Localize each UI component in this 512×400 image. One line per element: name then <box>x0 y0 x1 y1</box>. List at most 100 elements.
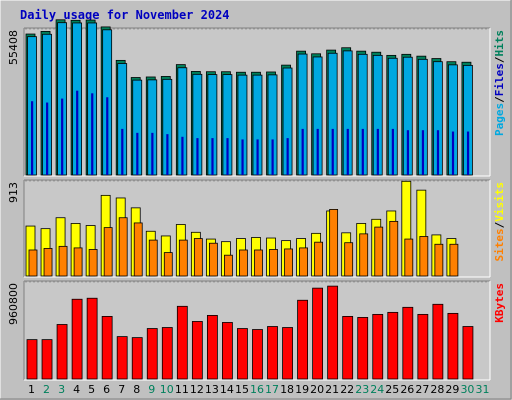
x-tick-label: 27 <box>415 383 429 396</box>
kbytes-bar <box>86 297 98 380</box>
sites-bar <box>314 241 324 277</box>
files-bar <box>46 102 49 175</box>
panel-max-label: 913 <box>7 182 20 203</box>
kbytes-bar <box>101 316 113 380</box>
legend-entry: / <box>493 96 506 103</box>
files-bar <box>331 128 334 175</box>
kbytes-bar <box>282 327 293 380</box>
kbytes-bar <box>417 313 429 380</box>
x-tick-label: 10 <box>160 383 174 396</box>
files-bar <box>316 128 319 175</box>
x-tick-label: 13 <box>205 383 219 396</box>
x-tick-label: 8 <box>133 383 140 396</box>
files-bar <box>376 128 379 175</box>
sites-bar <box>344 242 354 277</box>
files-bar <box>421 130 425 175</box>
x-tick-label: 31 <box>475 383 489 396</box>
files-bar <box>136 132 139 175</box>
legend-entry: / <box>493 221 506 228</box>
files-bar <box>301 128 304 175</box>
kbytes-bar <box>206 314 218 380</box>
files-bar <box>76 90 79 175</box>
sites-bar <box>449 243 459 277</box>
sites-bar <box>88 249 98 277</box>
x-tick-label: 20 <box>310 383 324 396</box>
kbytes-bar <box>252 329 263 380</box>
legend-entry: Files <box>493 63 506 96</box>
sites-bar <box>254 249 263 277</box>
files-bar <box>391 128 394 175</box>
files-bar <box>241 139 244 175</box>
x-tick-label: 22 <box>340 383 354 396</box>
x-tick-label: 14 <box>220 383 234 396</box>
legend-entry: / <box>493 56 506 63</box>
files-bar <box>436 130 440 175</box>
sites-bar <box>208 242 218 277</box>
sites-bar <box>193 238 203 277</box>
x-tick-label: 30 <box>460 383 474 396</box>
x-tick-label: 11 <box>175 383 189 396</box>
x-tick-label: 17 <box>265 383 279 396</box>
x-tick-label: 24 <box>370 383 384 396</box>
files-bar <box>466 131 470 175</box>
kbytes-bar <box>116 336 128 380</box>
panel-legend: Sites/Visits <box>493 182 506 262</box>
sites-bar <box>43 248 53 277</box>
files-bar <box>406 130 410 175</box>
kbytes-bar <box>447 312 459 380</box>
sites-bar <box>374 226 384 277</box>
kbytes-bar <box>237 328 248 380</box>
panel-max-label: 960800 <box>7 283 20 325</box>
x-tick-label: 12 <box>190 383 204 396</box>
files-bar <box>31 101 34 175</box>
kbytes-bar <box>462 326 474 380</box>
sites-bar <box>58 245 68 277</box>
x-tick-label: 29 <box>445 383 459 396</box>
files-bar <box>166 134 169 175</box>
panel-visits: 913 Sites/Visits <box>7 179 506 278</box>
x-tick-label: 6 <box>103 383 110 396</box>
legend-entry: Pages <box>493 103 506 136</box>
kbytes-bar <box>402 306 414 380</box>
kbytes-bar <box>312 287 324 380</box>
sites-bar <box>239 249 248 277</box>
legend-entry: KBytes <box>493 283 506 323</box>
kbytes-bar <box>342 316 354 380</box>
files-bar <box>106 97 109 175</box>
sites-bar <box>178 239 188 277</box>
x-axis-tick-labels: 1 2 3 4 5 6 7 8 9 10 11 12 13 14 15 16 17 18 19 20 21 22 23 24 2… <box>28 383 489 396</box>
kbytes-bar <box>222 322 233 380</box>
kbytes-bar <box>191 321 203 380</box>
x-tick-label: 15 <box>235 383 249 396</box>
sites-bar <box>269 249 278 277</box>
panel-max-label: 55408 <box>7 30 20 65</box>
panel-legend: KBytes <box>493 283 506 323</box>
kbytes-bar <box>146 328 158 380</box>
kbytes-bar <box>71 298 83 380</box>
kbytes-bar <box>327 285 339 380</box>
kbytes-bar <box>357 317 369 380</box>
kbytes-bar <box>372 313 384 380</box>
kbytes-bar <box>297 299 308 380</box>
files-bar <box>361 128 364 175</box>
kbytes-bar <box>56 324 68 380</box>
x-tick-label: 28 <box>430 383 444 396</box>
kbytes-bar <box>176 305 188 380</box>
files-bar <box>121 128 124 175</box>
x-tick-label: 1 <box>28 383 35 396</box>
kbytes-bar <box>41 339 53 380</box>
x-tick-label: 9 <box>148 383 155 396</box>
sites-bar <box>28 249 38 277</box>
files-bar <box>346 128 349 175</box>
x-tick-label: 4 <box>73 383 80 396</box>
legend-entry: Visits <box>493 182 506 222</box>
x-tick-label: 18 <box>280 383 294 396</box>
x-tick-label: 19 <box>295 383 309 396</box>
kbytes-bar <box>267 326 278 380</box>
sites-bar <box>329 209 339 277</box>
files-bar <box>211 138 214 175</box>
files-bar <box>256 139 259 175</box>
x-tick-label: 2 <box>43 383 50 396</box>
